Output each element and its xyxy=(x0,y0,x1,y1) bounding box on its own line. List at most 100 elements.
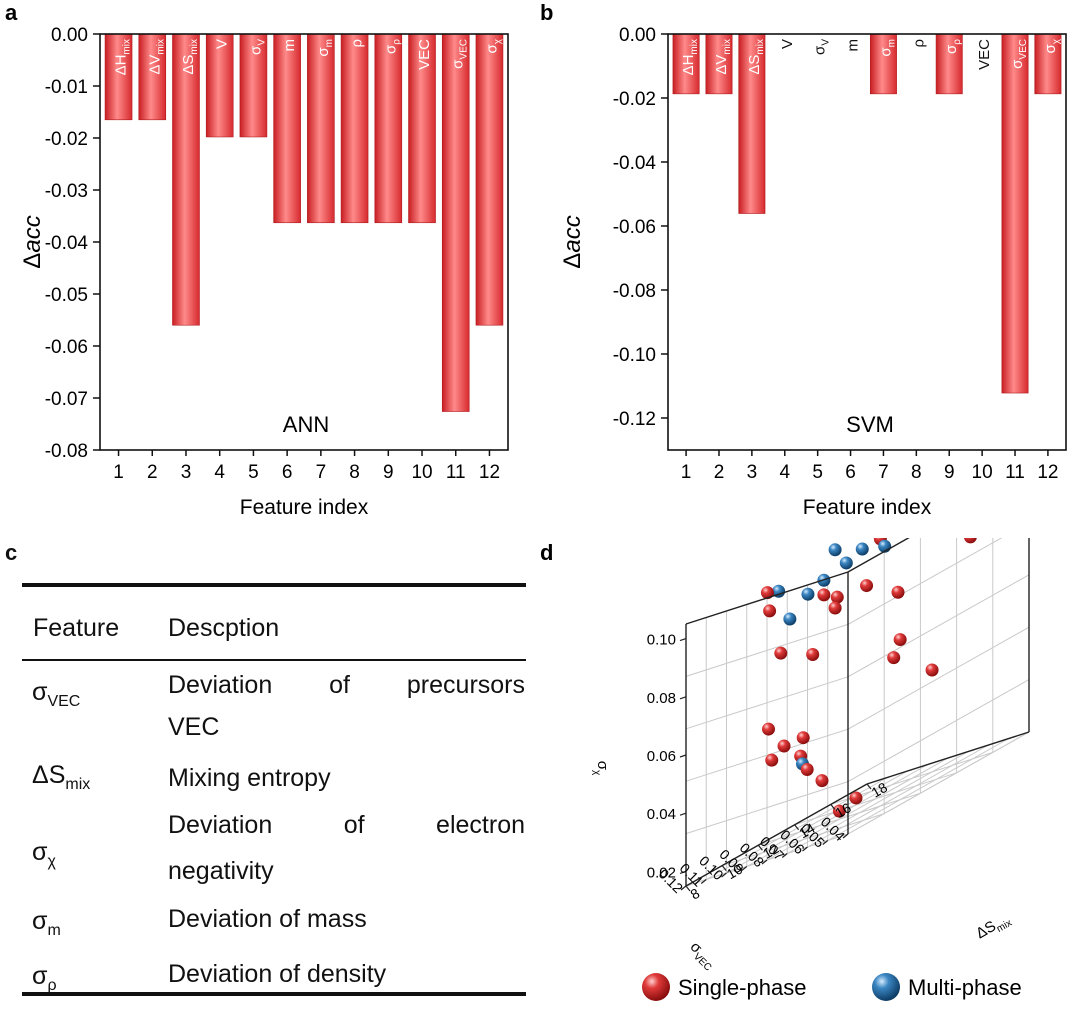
z-tick xyxy=(679,812,687,816)
svm-xtick-label-5: 5 xyxy=(812,462,823,483)
multi-phase-point xyxy=(839,556,853,570)
grid-wall-line xyxy=(847,538,1003,625)
grid-floor-line xyxy=(766,757,949,861)
svm-bar-label-12: σχ xyxy=(1042,38,1062,53)
multi-phase-point xyxy=(855,542,869,556)
svm-bar-11 xyxy=(1001,33,1029,394)
ann-ytick-label: -0.07 xyxy=(45,389,88,410)
box-edge xyxy=(685,783,868,887)
single-phase-point xyxy=(806,647,820,661)
box-edge xyxy=(866,731,1030,785)
svm-ytick-label: -0.04 xyxy=(613,153,657,174)
svm-bar-label-2: ΔVmix xyxy=(713,39,733,75)
single-phase-point xyxy=(760,586,774,600)
grid-floor-line xyxy=(726,770,908,874)
svm-bar-label-1: ΔHmix xyxy=(680,39,700,75)
ann-ytick-label: -0.04 xyxy=(45,233,89,254)
svm-bar-label-9: σρ xyxy=(943,39,963,54)
svm-xtick-label-11: 11 xyxy=(1005,462,1025,483)
grid-wall-line xyxy=(685,728,849,782)
ann-bar-label-9: σρ xyxy=(382,39,402,54)
svm-plot-area: ΔHmix 1 ΔVmix 2 ΔSmix 3 V 4 σV 5 m 6 σm 7 ρ 8 σρ 9 VEC 10 σV… xyxy=(559,25,1067,519)
ann-ytick-label: -0.06 xyxy=(45,337,88,358)
ann-xtick-label-10: 10 xyxy=(411,462,432,483)
svm-ytick-label: -0.02 xyxy=(613,89,656,110)
ann-bar-label-10: VEC xyxy=(416,39,433,70)
y-tick-label: 16 xyxy=(832,799,854,821)
grid-floor-line xyxy=(794,772,957,826)
single-phase-point xyxy=(830,590,844,604)
desc-sigma-chi-line2: negativity xyxy=(168,857,274,885)
grid-wall-line xyxy=(685,781,849,835)
ann-ytick-label: -0.02 xyxy=(45,129,88,150)
z-tick xyxy=(679,754,687,758)
single-phase-point xyxy=(891,585,905,599)
ann-ytick-label: 0.00 xyxy=(51,25,88,46)
z-tick-label: 0.02 xyxy=(647,864,676,881)
x-tick xyxy=(781,853,788,858)
svm-bar-label-10: VEC xyxy=(976,39,993,70)
multi-phase-point xyxy=(772,584,786,598)
ann-xtick-label-5: 5 xyxy=(248,462,259,483)
y-tick-label: 14 xyxy=(796,820,818,842)
single-phase-point xyxy=(849,791,863,805)
svm-bar-label-5: σV xyxy=(812,39,832,55)
symbol-sigma-m: σm xyxy=(32,907,61,939)
z-tick-label: 0.10 xyxy=(647,632,676,649)
header-feature: Feature xyxy=(33,614,120,642)
ann-bar-8 xyxy=(340,33,369,224)
svm-bar-2 xyxy=(705,33,733,95)
ann-bar-label-8: ρ xyxy=(349,39,366,48)
scatter-grid xyxy=(685,538,1030,887)
ann-xtick-label-1: 1 xyxy=(113,462,124,483)
table-top-rule xyxy=(22,583,526,587)
single-phase-point xyxy=(815,774,829,788)
ann-bar-label-4: V xyxy=(214,39,231,49)
ann-bar-label-2: ΔVmix xyxy=(146,39,166,75)
svm-ytick-label: -0.12 xyxy=(613,409,656,430)
ann-ytick-label: -0.08 xyxy=(45,441,88,462)
ann-bar-3 xyxy=(172,33,200,326)
single-phase-point xyxy=(828,601,842,615)
x-tick xyxy=(842,833,849,839)
grid-wall-line xyxy=(685,623,849,677)
single-phase-point xyxy=(964,538,977,544)
svm-bar-3 xyxy=(738,33,766,214)
ann-xtick-label-2: 2 xyxy=(147,462,158,483)
x-tick xyxy=(680,885,687,891)
svm-xtick-label-12: 12 xyxy=(1037,462,1058,483)
symbol-sigma-rho: σρ xyxy=(32,962,57,994)
ann-bar-label-12: σχ xyxy=(483,38,503,53)
ann-bar-10 xyxy=(408,33,436,224)
single-phase-point xyxy=(774,646,788,660)
ann-bar-label-3: ΔSmix xyxy=(180,39,200,75)
svm-bar-chart: b ΔHmix 1 ΔVmix 2 ΔSmix 3 V 4 σV 5 m 6 σm 7 ρ 8 σρ 9 VEC 10… xyxy=(540,0,1067,519)
grid-wall-line xyxy=(847,626,1030,730)
svm-frame xyxy=(667,33,1067,451)
scatter-legend: Single-phase Multi-phase xyxy=(642,973,1022,1001)
svm-xtick-label-4: 4 xyxy=(779,462,790,483)
ann-ytick-label: -0.03 xyxy=(45,181,88,202)
x-tick xyxy=(761,859,768,865)
ann-bar-label-5: σV xyxy=(247,39,267,55)
ann-xtick-label-4: 4 xyxy=(214,462,225,483)
ann-xtick-label-11: 11 xyxy=(446,462,466,483)
x-axis-title: σVEC xyxy=(685,938,720,973)
desc-sigma-rho: Deviation of density xyxy=(168,960,387,988)
single-phase-point xyxy=(765,753,779,767)
svm-bar-label-4: V xyxy=(779,39,796,49)
scatter-axes: 0.020.040.060.080.100.040.050.060.070.08… xyxy=(591,538,1030,973)
single-phase-point xyxy=(887,651,901,665)
x-tick xyxy=(741,866,748,871)
multi-phase-point xyxy=(828,543,842,557)
ann-xlabel: Feature index xyxy=(240,496,369,519)
svm-bar-label-8: ρ xyxy=(910,39,927,48)
ann-title: ANN xyxy=(283,412,329,437)
desc-delta-s-mix: Mixing entropy xyxy=(168,764,331,792)
feature-table: c Feature Descption σVEC Deviation of pr… xyxy=(0,538,540,1018)
panel-letter-c: c xyxy=(5,540,18,565)
ann-frame xyxy=(99,33,509,451)
scatter-3d-chart: d 0.020.040.060.080.100.040.050.060.070.… xyxy=(540,538,1030,1001)
symbol-sigma-chi: σχ xyxy=(32,838,56,870)
desc-sigma-vec-line2: VEC xyxy=(168,713,220,741)
